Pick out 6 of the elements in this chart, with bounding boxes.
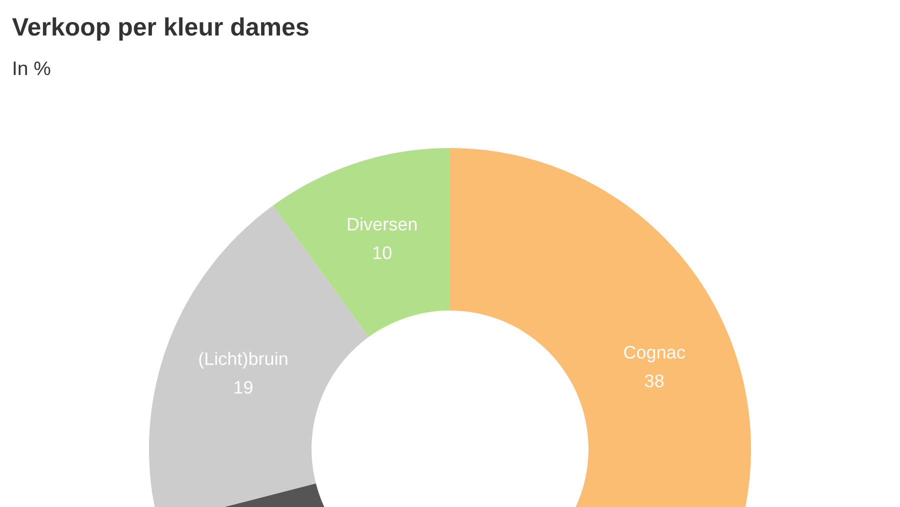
slice-label: Diversen <box>348 217 417 231</box>
chart-subtitle: In % <box>14 62 50 76</box>
slice-label: Cognac <box>624 346 685 362</box>
data-label: 10 <box>373 246 392 260</box>
data-label: 38 <box>644 374 664 388</box>
chart-title: Verkoop per kleur dames <box>12 17 308 41</box>
